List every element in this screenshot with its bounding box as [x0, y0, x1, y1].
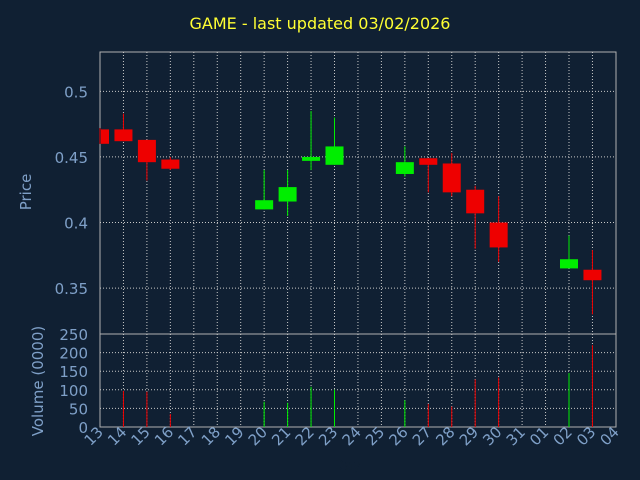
day-axis-label: Day — [333, 458, 361, 474]
chart-title: GAME - last updated 03/02/2026 — [189, 14, 451, 33]
volume-tick-label: 50 — [69, 400, 88, 418]
volume-tick-label: 100 — [59, 382, 88, 400]
candle-body — [101, 129, 109, 144]
candle-body — [560, 259, 578, 269]
volume-tick-label: 150 — [59, 363, 88, 381]
candle-body — [489, 222, 508, 248]
candle-body — [583, 269, 602, 281]
candle-body — [395, 162, 414, 174]
volume-tick-label: 0 — [78, 419, 88, 437]
candle-body — [302, 156, 321, 161]
candle-body — [137, 139, 156, 163]
candle-body — [442, 163, 461, 193]
volume-panel-frame — [99, 333, 617, 428]
candle-body — [419, 158, 438, 165]
candle-body — [255, 200, 274, 210]
candle-body — [114, 129, 133, 142]
price-tick-label: 0.5 — [64, 83, 88, 101]
candle-body — [466, 189, 485, 214]
volume-tick-label: 200 — [59, 345, 88, 363]
price-tick-label: 0.4 — [64, 215, 88, 233]
candle-body — [325, 146, 344, 165]
candle-body — [161, 159, 180, 169]
price-tick-label: 0.45 — [55, 149, 88, 167]
volume-tick-label: 250 — [59, 326, 88, 344]
price-tick-label: 0.35 — [55, 280, 88, 298]
candle-body — [278, 187, 297, 202]
